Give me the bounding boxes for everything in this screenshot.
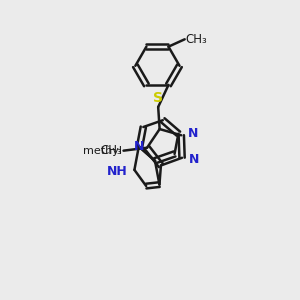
Text: N: N (134, 140, 144, 153)
Text: S: S (153, 91, 163, 105)
Text: N: N (188, 153, 199, 166)
Text: NH: NH (107, 165, 128, 178)
Text: CH₃: CH₃ (185, 33, 207, 46)
Text: methyl: methyl (83, 146, 122, 156)
Text: N: N (188, 127, 198, 140)
Text: CH₃: CH₃ (100, 144, 122, 157)
